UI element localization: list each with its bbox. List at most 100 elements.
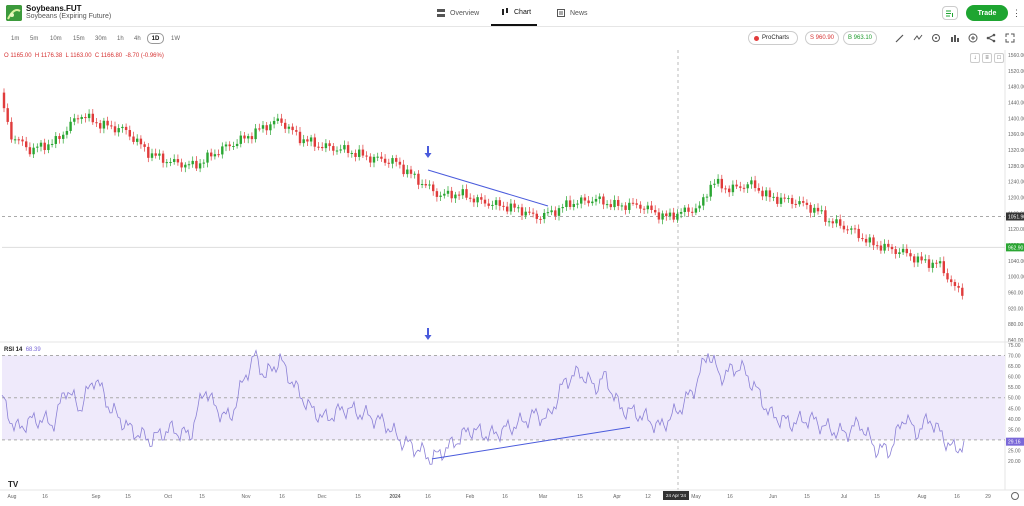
time-tick-label: May <box>691 494 701 500</box>
candle-body <box>143 144 146 147</box>
timeframe-1h[interactable]: 1h <box>117 35 124 42</box>
instrument-symbol: Soybeans.FUT <box>26 4 82 13</box>
candle-body <box>25 141 28 148</box>
chart-type-icon[interactable] <box>950 33 960 43</box>
candle-body <box>728 188 731 193</box>
candle-body <box>568 200 572 207</box>
candle-body <box>820 210 823 212</box>
maximize-icon[interactable]: □ <box>994 53 1004 63</box>
top-bar: Soybeans.FUT Soybeans (Expiring Future) … <box>0 0 1024 27</box>
sell-button[interactable]: S 960.90 <box>805 31 839 45</box>
more-menu-icon[interactable]: ⋮ <box>1012 8 1021 18</box>
timeframe-1m[interactable]: 1m <box>11 35 20 42</box>
list-plus-icon <box>946 10 953 17</box>
watchlist-button[interactable] <box>942 6 958 20</box>
candle-body <box>724 188 727 190</box>
candle-body <box>457 194 461 196</box>
candle-body <box>565 200 568 208</box>
rsi-tick-label: 75.00 <box>1008 343 1021 349</box>
time-tick-label: Sep <box>92 494 101 500</box>
tab-chart[interactable]: Chart <box>491 0 537 26</box>
candle-body <box>424 184 427 186</box>
candle-body <box>857 228 860 239</box>
candle-body <box>465 189 468 198</box>
time-tick-label: 29 <box>985 494 991 500</box>
indicators-icon[interactable] <box>913 33 923 43</box>
price-tick-label: 1200.00 <box>1008 196 1024 202</box>
candle-body <box>524 211 527 216</box>
candle-body <box>517 207 520 209</box>
candle-body <box>150 153 154 158</box>
candle-body <box>805 202 809 205</box>
timeframe-1d[interactable]: 1D <box>147 33 164 44</box>
candle-body <box>158 153 161 156</box>
trade-button[interactable]: Trade <box>966 5 1008 21</box>
candle-body <box>110 125 113 127</box>
candle-body <box>328 143 331 147</box>
price-tick-label: 1480.00 <box>1008 85 1024 91</box>
overview-icon <box>437 9 445 17</box>
candle-body <box>165 162 168 164</box>
candle-body <box>539 218 542 220</box>
timeframe-5m[interactable]: 5m <box>30 35 39 42</box>
price-tick-label: 880.00 <box>1008 322 1024 328</box>
candle-body <box>91 113 94 123</box>
candle-body <box>32 147 35 155</box>
candle-body <box>210 152 213 157</box>
time-tick-label: 15 <box>577 494 583 500</box>
candle-body <box>443 193 446 196</box>
time-tick-label: Nov <box>242 494 251 500</box>
download-icon[interactable]: ↓ <box>970 53 980 63</box>
rsi-tick-label: 50.00 <box>1008 396 1021 402</box>
timeframe-15m[interactable]: 15m <box>73 35 85 42</box>
candle-body <box>350 152 353 154</box>
candle-body <box>372 156 376 163</box>
timeframe-10m[interactable]: 10m <box>50 35 62 42</box>
candle-body <box>28 147 32 155</box>
timeframe-4h[interactable]: 4h <box>134 35 141 42</box>
candle-body <box>716 178 720 184</box>
time-tick-label: 16 <box>425 494 431 500</box>
price-tick-label: 1400.00 <box>1008 116 1024 122</box>
candle-body <box>154 153 157 156</box>
price-tick-label: 960.00 <box>1008 291 1024 297</box>
timeframe-30m[interactable]: 30m <box>95 35 107 42</box>
procharts-button[interactable]: ProCharts <box>748 31 798 45</box>
price-chart[interactable]: 1560.001520.001480.001440.001400.001360.… <box>0 50 1024 506</box>
candle-body <box>276 118 279 121</box>
tab-overview[interactable]: Overview <box>437 0 479 26</box>
add-icon[interactable] <box>968 33 978 43</box>
candle-body <box>446 190 450 194</box>
candle-body <box>927 259 931 268</box>
candle-body <box>613 199 616 208</box>
rsi-tick-label: 65.00 <box>1008 364 1021 370</box>
candle-body <box>235 143 239 147</box>
candle-body <box>132 136 135 142</box>
timeframe-1w[interactable]: 1W <box>171 35 180 42</box>
tab-news[interactable]: News <box>557 0 588 26</box>
candle-body <box>224 144 228 147</box>
buy-button[interactable]: B 963.10 <box>843 31 877 45</box>
candle-body <box>54 136 57 144</box>
candle-body <box>409 169 413 174</box>
candle-body <box>202 162 205 164</box>
candle-body <box>835 219 838 224</box>
candle-body <box>617 199 620 206</box>
candle-body <box>779 197 783 204</box>
time-tick-label: 15 <box>874 494 880 500</box>
share-icon[interactable] <box>986 33 996 43</box>
target-icon[interactable] <box>931 33 941 43</box>
candle-body <box>879 245 883 251</box>
down-arrow-icon <box>424 146 432 158</box>
candle-body <box>687 207 690 212</box>
time-tick-label: 12 <box>645 494 651 500</box>
candle-body <box>787 198 790 200</box>
candle-body <box>946 273 949 280</box>
settings-icon[interactable]: ≡ <box>982 53 992 63</box>
fullscreen-icon[interactable] <box>1005 33 1015 43</box>
candle-body <box>528 211 531 213</box>
candle-body <box>661 213 664 220</box>
crosshair-price-label: 1051.90 <box>1008 215 1024 221</box>
pencil-icon[interactable] <box>895 33 905 43</box>
candle-body <box>742 187 746 189</box>
